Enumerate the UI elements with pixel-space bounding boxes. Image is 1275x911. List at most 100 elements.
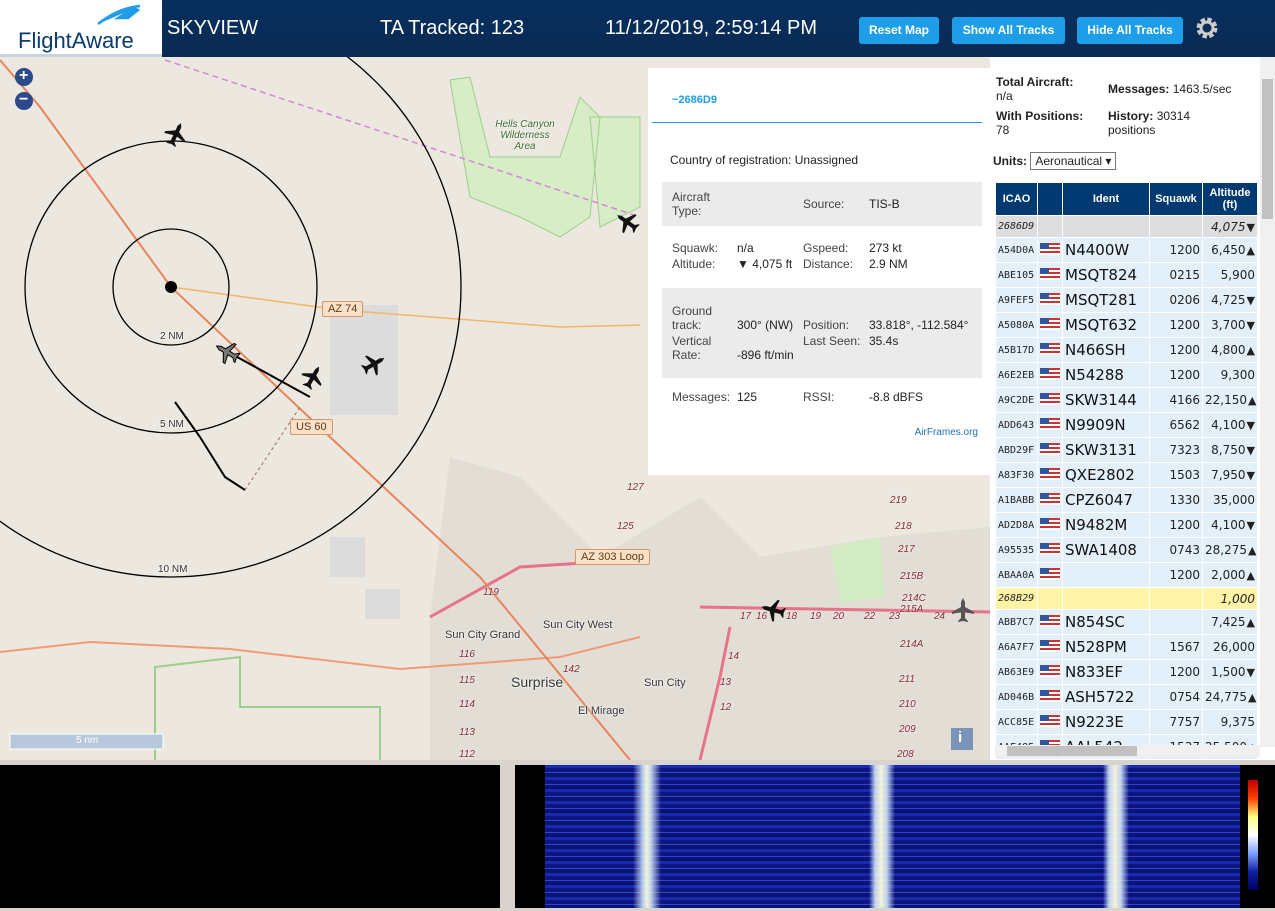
popup-column: Aircraft Type: <box>672 190 797 218</box>
column-header[interactable]: Altitude (ft) <box>1202 182 1258 216</box>
zoom-out-label[interactable]: − <box>19 91 29 108</box>
field-label: Source: <box>803 197 845 211</box>
aircraft-row[interactable]: A6E2EB N54288 1200 9,300 <box>995 362 1258 388</box>
aircraft-row[interactable]: A6A7F7 N528PM 1567 26,000 <box>995 634 1258 660</box>
header: FlightAware SKYVIEW TA Tracked: 123 11/1… <box>0 0 1275 57</box>
park <box>449 76 641 238</box>
aircraft-row[interactable]: A9FEF5 MSQT281 0206 4,725▼ <box>995 287 1258 313</box>
altitude-trend: ▲ <box>1248 394 1257 407</box>
info-label[interactable]: i <box>958 729 963 746</box>
ident-cell: SKW3144 <box>1062 387 1150 413</box>
aircraft-row[interactable]: A95535 SWA1408 0743 28,275▲ <box>995 537 1258 563</box>
us-flag <box>1040 689 1060 702</box>
place-label: Sun City Grand <box>445 629 521 641</box>
aircraft-row[interactable]: ACC85E N9223E 7757 9,375 <box>995 709 1258 735</box>
field-value: 273 kt <box>869 241 902 255</box>
us-flag <box>1040 292 1060 305</box>
app-title: SKYVIEW <box>167 17 259 39</box>
track-line <box>0 59 631 760</box>
aircraft-row[interactable]: AB63E9 N833EF 1200 1,500▼ <box>995 659 1258 685</box>
aircraft-row[interactable]: A83F30 QXE2802 1503 7,950▼ <box>995 462 1258 488</box>
aircraft-row[interactable]: A54D0A N4400W 1200 6,450▲ <box>995 237 1258 263</box>
flag-cell <box>1037 387 1063 413</box>
airframes-link[interactable]: AirFrames.org <box>914 427 978 438</box>
h-scrollbar[interactable] <box>995 745 1260 757</box>
field-label: Position: <box>803 318 850 332</box>
altitude-cell: 7,950▼ <box>1202 462 1258 488</box>
zoom-in-label[interactable]: + <box>19 67 29 84</box>
show-tracks-button[interactable]: Show All Tracks <box>952 17 1065 44</box>
us-flag <box>1040 542 1060 555</box>
aircraft-row[interactable]: ADD643 N9909N 6562 4,100▼ <box>995 412 1258 438</box>
settings-gear[interactable] <box>1195 16 1219 40</box>
icao-cell: A54D0A <box>995 237 1038 263</box>
altitude-value: 4,100 <box>1211 518 1246 532</box>
altitude-cell: 35,000 <box>1202 487 1258 513</box>
range-ring <box>0 57 462 578</box>
hide-tracks-button[interactable]: Hide All Tracks <box>1077 17 1183 44</box>
road-number: 214C <box>902 593 926 604</box>
us-flag <box>1040 714 1060 727</box>
aircraft-row[interactable]: AD046B ASH5722 0754 24,775▲ <box>995 684 1258 710</box>
us-flag <box>1040 392 1060 405</box>
aircraft-table: ICAO Ident Squawk Altitude (ft) 2686D9 4,… <box>995 182 1258 760</box>
road-number: 112 <box>459 749 475 760</box>
units-select[interactable]: Aeronautical ▾ <box>1030 152 1117 170</box>
road-number: 127 <box>627 482 644 493</box>
field-label: Aircraft Type: <box>672 190 711 218</box>
aircraft-row[interactable]: A5B17D N466SH 1200 4,800▲ <box>995 337 1258 363</box>
road-number: 215B <box>900 571 924 582</box>
ring-label: 2 NM <box>160 331 184 342</box>
logo-plane <box>97 4 141 25</box>
road-number: 119 <box>483 587 499 598</box>
scroll-thumb[interactable] <box>1007 746 1137 756</box>
aircraft-row[interactable]: A9C2DE SKW3144 4166 22,150▲ <box>995 387 1258 413</box>
info-button[interactable] <box>951 728 973 750</box>
reset-map-button[interactable]: Reset Map <box>859 17 939 44</box>
squawk-cell: 6562 <box>1149 412 1203 438</box>
altitude-value: 7,950 <box>1211 468 1246 482</box>
aircraft-row[interactable]: AD2D8A N9482M 1200 4,100▼ <box>995 512 1258 538</box>
field-value <box>737 190 797 218</box>
scrollbar[interactable] <box>1260 57 1275 747</box>
column-header[interactable]: Ident <box>1062 182 1150 216</box>
ident-cell: MSQT281 <box>1062 287 1150 313</box>
flag-cell <box>1037 215 1063 238</box>
aircraft-row[interactable]: ABAA0A 1200 2,000▲ <box>995 562 1258 588</box>
altitude-trend: ▼ <box>1246 419 1255 432</box>
squawk-cell <box>1149 587 1203 610</box>
country-label: Country of registration: <box>670 153 792 167</box>
road-number: 115 <box>459 675 475 686</box>
aircraft-row[interactable]: A1BABB CPZ6047 1330 35,000 <box>995 487 1258 513</box>
aircraft-row[interactable]: A5080A MSQT632 1200 3,700▼ <box>995 312 1258 338</box>
ident-cell: N833EF <box>1062 659 1150 685</box>
spectrum-panel <box>0 760 1275 911</box>
altitude-trend: ▲ <box>1248 544 1257 557</box>
ident-cell: N9223E <box>1062 709 1150 735</box>
field-label: Altitude: <box>672 257 716 271</box>
zoom-in[interactable] <box>15 68 33 86</box>
column-header[interactable]: Squawk <box>1149 182 1203 216</box>
scroll-thumb[interactable] <box>1262 79 1273 219</box>
aircraft-row[interactable]: ABD29F SKW3131 7323 8,750▼ <box>995 437 1258 463</box>
zoom-out[interactable] <box>15 92 33 110</box>
aircraft-row[interactable]: ABE105 MSQT824 0215 5,900 <box>995 262 1258 288</box>
road-number: 209 <box>899 724 916 735</box>
stat-messages: Messages: 1463.5/sec <box>1108 82 1231 96</box>
altitude-value: 1,000 <box>1220 591 1255 606</box>
field-value: -8.8 dBFS <box>869 390 924 404</box>
road-number: 13 <box>720 677 732 688</box>
flag-cell <box>1037 537 1063 563</box>
aircraft-row[interactable]: 2686D9 4,075▼ <box>995 215 1258 238</box>
aircraft-row[interactable]: ABB7C7 N854SC 7,425▲ <box>995 609 1258 635</box>
us-flag <box>1040 367 1060 380</box>
column-header[interactable]: ICAO <box>995 182 1038 216</box>
place-label: Surprise <box>511 674 564 690</box>
aircraft-row[interactable]: 268B29 1,000 <box>995 587 1258 610</box>
road-number: 116 <box>459 649 475 660</box>
receiver <box>165 281 177 293</box>
area <box>330 305 398 415</box>
popup-column: Messages: 125 <box>672 390 797 404</box>
squawk-cell: 4166 <box>1149 387 1203 413</box>
popup-section: Messages: 125 RSSI: -8.8 dBFS <box>662 380 982 414</box>
